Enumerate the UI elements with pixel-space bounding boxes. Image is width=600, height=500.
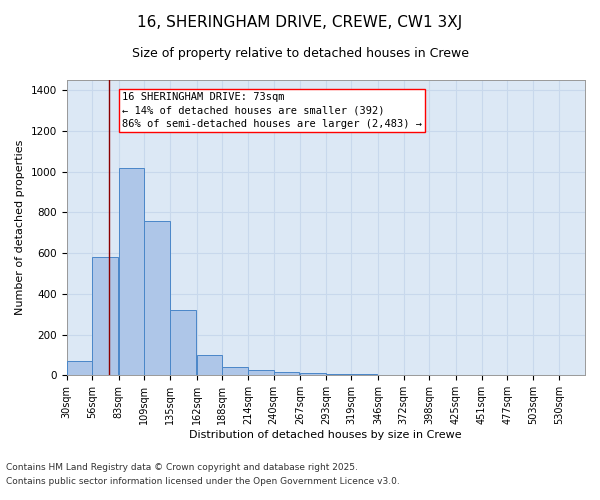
Bar bbox=[326, 374, 352, 376]
Bar bbox=[92, 257, 118, 376]
Bar bbox=[197, 355, 222, 376]
Bar bbox=[300, 374, 326, 376]
Bar bbox=[222, 367, 248, 376]
Text: 16 SHERINGHAM DRIVE: 73sqm
← 14% of detached houses are smaller (392)
86% of sem: 16 SHERINGHAM DRIVE: 73sqm ← 14% of deta… bbox=[122, 92, 422, 128]
Bar bbox=[145, 220, 170, 376]
Text: Contains public sector information licensed under the Open Government Licence v3: Contains public sector information licen… bbox=[6, 477, 400, 486]
Bar bbox=[170, 310, 196, 376]
Bar bbox=[378, 374, 404, 376]
Bar bbox=[119, 168, 145, 376]
Bar bbox=[274, 372, 299, 376]
Text: 16, SHERINGHAM DRIVE, CREWE, CW1 3XJ: 16, SHERINGHAM DRIVE, CREWE, CW1 3XJ bbox=[137, 15, 463, 30]
Y-axis label: Number of detached properties: Number of detached properties bbox=[15, 140, 25, 316]
Bar bbox=[352, 374, 377, 376]
Text: Contains HM Land Registry data © Crown copyright and database right 2025.: Contains HM Land Registry data © Crown c… bbox=[6, 464, 358, 472]
X-axis label: Distribution of detached houses by size in Crewe: Distribution of detached houses by size … bbox=[190, 430, 462, 440]
Text: Size of property relative to detached houses in Crewe: Size of property relative to detached ho… bbox=[131, 48, 469, 60]
Bar bbox=[248, 370, 274, 376]
Bar bbox=[67, 361, 92, 376]
